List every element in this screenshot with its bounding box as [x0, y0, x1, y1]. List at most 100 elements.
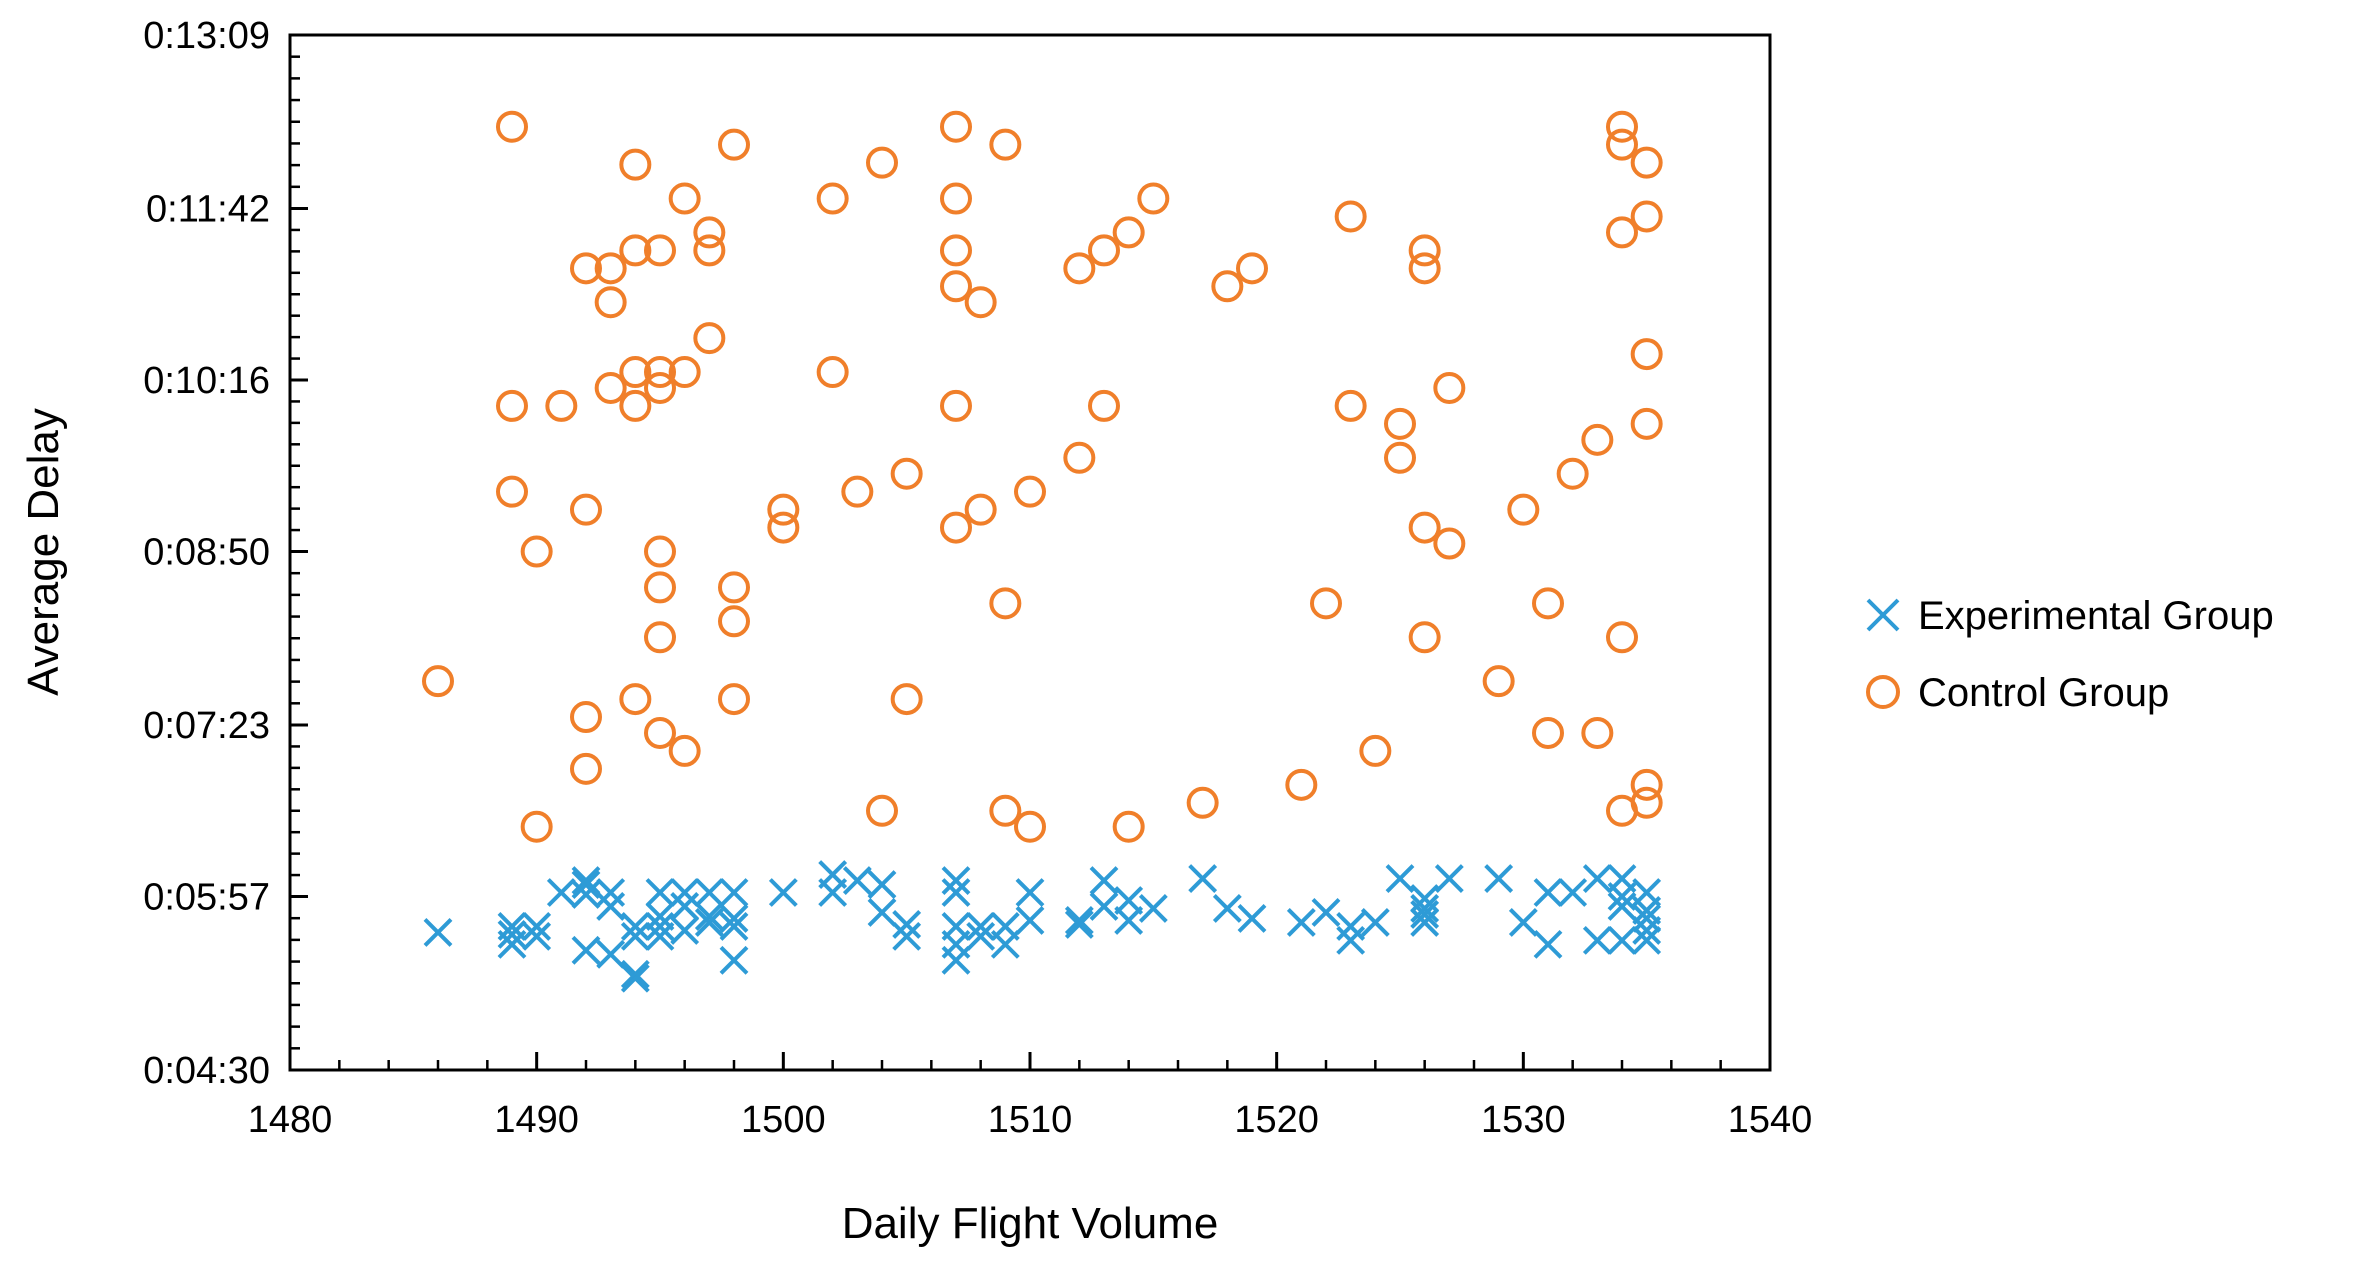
experimental-point [719, 912, 749, 941]
control-point [693, 216, 726, 249]
experimental-point [571, 935, 601, 965]
y-tick-label: 0:04:30 [143, 1050, 270, 1092]
control-point [619, 356, 652, 389]
experimental-point [1064, 910, 1094, 939]
control-point [570, 493, 602, 526]
control-point [866, 146, 898, 179]
control-point [619, 683, 652, 716]
control-point [594, 286, 627, 319]
control-point [520, 810, 553, 843]
control-point [767, 511, 800, 544]
experimental-point [1089, 866, 1119, 895]
experimental-point [522, 912, 552, 941]
control-point [816, 182, 849, 215]
experimental-point [645, 878, 675, 907]
experimental-point [941, 866, 971, 895]
control-point [644, 716, 676, 749]
experimental-point [1237, 904, 1267, 933]
experimental-point [1138, 894, 1168, 923]
control-point [1112, 216, 1145, 249]
experimental-point [1385, 864, 1415, 893]
y-axis-title: Average Delay [19, 408, 68, 696]
experimental-point [1410, 900, 1440, 929]
control-point [1014, 475, 1046, 508]
control-point [964, 286, 997, 319]
control-point [1359, 734, 1392, 767]
control-point [718, 683, 750, 716]
legend: Experimental Group Control Group [1866, 594, 2274, 715]
control-point [940, 234, 972, 267]
y-tick-label: 0:08:50 [143, 532, 270, 574]
control-point [1088, 234, 1120, 267]
experimental-point [1410, 908, 1440, 937]
experimental-point [571, 866, 601, 895]
experimental-point [1484, 864, 1514, 893]
control-point [1581, 716, 1614, 749]
control-point [594, 252, 627, 285]
experimental-point [596, 939, 626, 969]
control-point [1630, 146, 1663, 179]
experimental-point [645, 912, 675, 941]
legend-experimental-label: Experimental Group [1918, 594, 2274, 638]
control-point [644, 356, 676, 389]
experimental-point [497, 919, 527, 949]
control-point [1186, 786, 1219, 819]
legend-experimental-marker [1866, 598, 1900, 632]
x-axis-tick-labels: 1480 1490 1500 1510 1520 1530 1540 [248, 1099, 1813, 1141]
experimental-point [596, 878, 626, 907]
legend-control-label: Control Group [1918, 671, 2169, 715]
experimental-point [620, 963, 650, 993]
control-group-series [422, 110, 1663, 843]
experimental-point [1212, 894, 1242, 923]
control-point [693, 322, 726, 355]
control-point [1334, 200, 1367, 233]
control-point [1384, 407, 1416, 440]
experimental-point [620, 959, 650, 989]
control-point [816, 356, 849, 389]
experimental-point [867, 870, 897, 899]
experimental-point [1558, 878, 1588, 907]
control-point [989, 794, 1022, 827]
control-point [1088, 389, 1120, 422]
control-point [890, 457, 923, 490]
control-point [1408, 252, 1441, 285]
control-point [841, 475, 874, 508]
x-axis-title: Daily Flight Volume [842, 1199, 1219, 1248]
experimental-point [670, 892, 700, 921]
experimental-point [1089, 892, 1119, 921]
control-point [520, 535, 553, 568]
experimental-point [1607, 882, 1637, 911]
experimental-point [1533, 878, 1563, 907]
control-point [964, 493, 997, 526]
control-point [989, 587, 1022, 620]
control-point [1112, 810, 1145, 843]
control-point [1063, 252, 1096, 285]
experimental-point [1064, 906, 1094, 935]
y-tick-label: 0:13:09 [143, 15, 270, 57]
experimental-point [1360, 908, 1390, 937]
control-point [866, 794, 898, 827]
control-point [1606, 110, 1638, 143]
experimental-point [941, 878, 971, 907]
x-tick-label: 1510 [988, 1099, 1073, 1141]
experimental-point [966, 921, 996, 951]
control-point [668, 356, 701, 389]
x-tick-label: 1490 [494, 1099, 579, 1141]
control-point [1630, 768, 1663, 801]
control-point [644, 571, 676, 604]
control-point [619, 234, 652, 267]
control-point [1014, 810, 1046, 843]
experimental-point [670, 878, 700, 907]
control-point [644, 234, 676, 267]
experimental-point [620, 921, 650, 951]
experimental-point [1188, 864, 1218, 893]
y-tick-label: 0:07:23 [143, 705, 270, 747]
experimental-point [1015, 906, 1045, 935]
control-point [1285, 768, 1318, 801]
control-point [644, 621, 676, 654]
experimental-point [719, 904, 749, 933]
experimental-point [768, 878, 798, 907]
control-point [1556, 457, 1589, 490]
y-tick-label: 0:05:57 [143, 877, 270, 919]
